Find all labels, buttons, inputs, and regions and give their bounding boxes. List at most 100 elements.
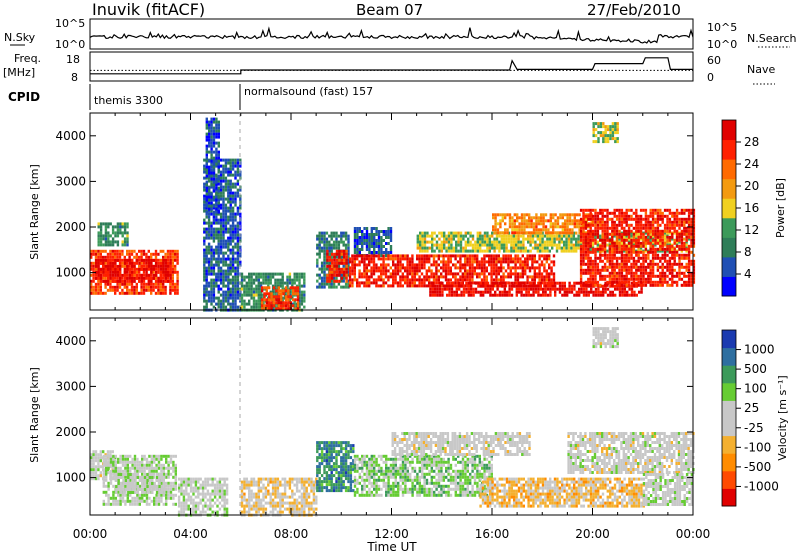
heatmap-cell (353, 272, 356, 276)
heatmap-cell (377, 269, 380, 273)
heatmap-cell (440, 246, 443, 250)
heatmap-cell (126, 264, 129, 268)
heatmap-cell (533, 278, 536, 282)
heatmap-cell (513, 225, 516, 229)
heatmap-cell (484, 290, 487, 294)
heatmap-cell (372, 272, 376, 276)
heatmap-cell (601, 211, 604, 215)
heatmap-cell (551, 246, 554, 250)
heatmap-cell (594, 287, 598, 291)
heatmap-cell (377, 278, 380, 282)
heatmap-cell (561, 228, 564, 232)
heatmap-cell (525, 222, 528, 226)
heatmap-cell (546, 234, 549, 238)
heatmap-cell (592, 290, 595, 294)
heatmap-cell (109, 240, 112, 244)
heatmap-cell (373, 251, 376, 254)
heatmap-cell (375, 233, 378, 236)
heatmap-cell (320, 264, 324, 268)
heatmap-cell (501, 216, 504, 220)
heatmap-cell (248, 275, 251, 279)
heatmap-cell (625, 220, 628, 224)
heatmap-cell (130, 267, 134, 271)
heatmap-cell (215, 212, 218, 216)
heatmap-cell (154, 249, 158, 253)
heatmap-cell (344, 234, 348, 238)
heatmap-cell (411, 281, 414, 285)
heatmap-cell (323, 258, 326, 262)
heatmap-cell (365, 248, 369, 251)
heatmap-cell (205, 144, 208, 148)
heatmap-cell (260, 298, 264, 302)
heatmap-cell (601, 274, 604, 278)
heatmap-cell (133, 261, 136, 265)
heatmap-cell (257, 272, 260, 276)
heatmap-cell (625, 256, 628, 260)
heatmap-cell (541, 240, 544, 244)
heatmap-cell (380, 254, 383, 257)
heatmap-cell (109, 288, 112, 292)
heatmap-cell (361, 230, 364, 233)
heatmap-cell (539, 243, 542, 247)
heatmap-cell (546, 237, 549, 241)
heatmap-cell (582, 281, 586, 285)
heatmap-cell (217, 141, 220, 145)
heatmap-cell (486, 290, 490, 294)
heatmap-cell (215, 198, 218, 202)
heatmap-cell (608, 262, 612, 266)
heatmap-cell (571, 219, 574, 223)
heatmap-cell (205, 251, 208, 255)
heatmap-cell (224, 203, 228, 207)
heatmap-cell (566, 216, 569, 220)
heatmap-cell (152, 276, 155, 280)
heatmap-cell (380, 245, 383, 248)
heatmap-cell (584, 235, 588, 239)
heatmap-cell (418, 284, 421, 288)
heatmap-cell (227, 239, 230, 243)
heatmap-cell (219, 278, 223, 282)
heatmap-cell (449, 257, 452, 261)
heatmap-cell (210, 281, 213, 285)
heatmap-cell (109, 243, 112, 247)
heatmap-cell (227, 284, 230, 288)
heatmap-cell (644, 223, 648, 227)
heatmap-cell (649, 283, 652, 287)
heatmap-cell (587, 268, 590, 272)
heatmap-cell (231, 263, 235, 267)
heatmap-cell (203, 185, 206, 189)
heatmap-cell (635, 293, 638, 297)
heatmap-cell (399, 269, 402, 273)
heatmap-cell (520, 281, 523, 285)
heatmap-cell (291, 302, 294, 306)
heatmap-cell (611, 238, 614, 242)
heatmap-cell (296, 295, 300, 299)
heatmap-cell (363, 263, 366, 267)
heatmap-cell (656, 208, 660, 212)
heatmap-cell (212, 177, 216, 181)
heatmap-cell (532, 284, 535, 288)
heatmap-cell (637, 268, 640, 272)
heatmap-cell (135, 276, 139, 280)
heatmap-cell (498, 293, 502, 297)
heatmap-cell (257, 305, 260, 309)
heatmap-cell (380, 266, 383, 270)
heatmap-cell (150, 291, 153, 295)
heatmap-cell (571, 231, 574, 235)
heatmap-cell (594, 241, 597, 245)
heatmap-cell (456, 260, 460, 264)
heatmap-cell (570, 284, 574, 288)
heatmap-cell (564, 231, 567, 235)
heatmap-cell (608, 271, 612, 275)
heatmap-cell (533, 266, 536, 270)
heatmap-cell (111, 267, 115, 271)
heatmap-cell (615, 229, 619, 233)
heatmap-cell (289, 301, 292, 305)
heatmap-cell (603, 265, 607, 269)
heatmap-cell (428, 281, 431, 285)
heatmap-cell (368, 263, 371, 267)
heatmap-cell (534, 234, 537, 238)
heatmap-cell (441, 293, 444, 297)
heatmap-cell (633, 293, 636, 297)
heatmap-cell (534, 290, 538, 294)
heatmap-cell (97, 252, 100, 256)
